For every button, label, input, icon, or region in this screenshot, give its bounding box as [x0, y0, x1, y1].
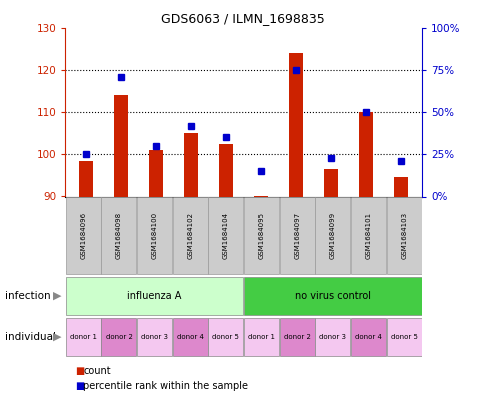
Text: donor 1: donor 1 [70, 334, 97, 340]
Text: GSM1684096: GSM1684096 [80, 212, 86, 259]
Bar [393, 178, 407, 196]
Bar [172, 197, 207, 274]
Bar [288, 53, 302, 196]
Text: GSM1684102: GSM1684102 [187, 212, 193, 259]
Text: GDS6063 / ILMN_1698835: GDS6063 / ILMN_1698835 [160, 12, 324, 25]
Bar [137, 318, 172, 356]
Text: GSM1684095: GSM1684095 [258, 212, 264, 259]
Bar [279, 197, 314, 274]
Bar [137, 197, 172, 274]
Text: ▶: ▶ [53, 291, 61, 301]
Text: GSM1684097: GSM1684097 [294, 212, 300, 259]
Text: donor 5: donor 5 [390, 334, 417, 340]
Bar [149, 150, 163, 196]
Text: donor 4: donor 4 [177, 334, 203, 340]
Bar [79, 161, 93, 196]
Text: percentile rank within the sample: percentile rank within the sample [83, 381, 248, 391]
Text: GSM1684098: GSM1684098 [116, 212, 121, 259]
Text: ▶: ▶ [53, 332, 61, 342]
Bar [101, 318, 136, 356]
Bar [323, 169, 337, 196]
Bar [114, 95, 128, 196]
Text: ■: ■ [75, 381, 84, 391]
Text: individual: individual [5, 332, 56, 342]
Text: donor 3: donor 3 [318, 334, 346, 340]
Text: count: count [83, 366, 111, 376]
Text: GSM1684099: GSM1684099 [329, 212, 335, 259]
Bar [315, 197, 349, 274]
Bar [315, 318, 349, 356]
Text: no virus control: no virus control [294, 291, 370, 301]
Bar [350, 197, 385, 274]
Text: influenza A: influenza A [127, 291, 182, 301]
Bar [386, 197, 421, 274]
Bar [350, 318, 385, 356]
Text: donor 4: donor 4 [354, 334, 381, 340]
Text: donor 1: donor 1 [247, 334, 274, 340]
Bar [243, 318, 278, 356]
Bar [208, 318, 243, 356]
Bar [219, 144, 233, 196]
Text: GSM1684104: GSM1684104 [223, 212, 228, 259]
Bar [243, 277, 421, 315]
Text: ■: ■ [75, 366, 84, 376]
Bar [358, 112, 372, 196]
Bar [184, 133, 198, 196]
Text: GSM1684101: GSM1684101 [365, 212, 371, 259]
Bar [208, 197, 243, 274]
Text: donor 5: donor 5 [212, 334, 239, 340]
Bar [243, 197, 278, 274]
Text: GSM1684100: GSM1684100 [151, 212, 157, 259]
Bar [66, 277, 243, 315]
Bar [279, 318, 314, 356]
Text: donor 2: donor 2 [106, 334, 132, 340]
Bar [66, 318, 101, 356]
Bar [172, 318, 207, 356]
Text: donor 2: donor 2 [283, 334, 310, 340]
Bar [386, 318, 421, 356]
Text: GSM1684103: GSM1684103 [400, 212, 406, 259]
Text: donor 3: donor 3 [141, 334, 168, 340]
Text: infection: infection [5, 291, 50, 301]
Bar [101, 197, 136, 274]
Bar [66, 197, 101, 274]
